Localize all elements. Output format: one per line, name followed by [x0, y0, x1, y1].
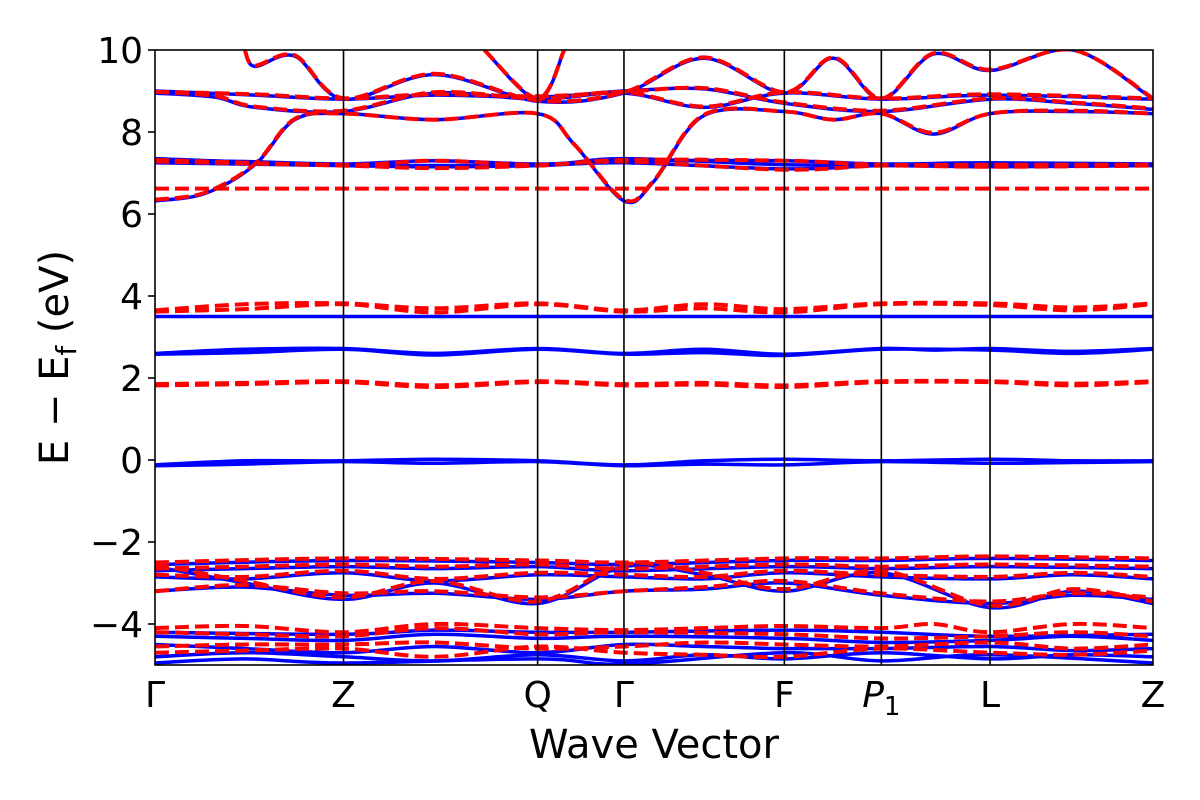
x-tick-label: Z [331, 675, 356, 716]
x-tick-label: P1 [862, 675, 900, 722]
bands-layer [155, 50, 1153, 665]
dashed-band-line [155, 300, 1153, 313]
x-axis-ticks: Γ Z Q Γ F P1 L Z [145, 675, 1165, 722]
dashed-band-line [155, 644, 1153, 660]
dashed-band-line [155, 561, 1153, 608]
dashed-band-line [155, 301, 1153, 315]
y-tick-label: 2 [120, 359, 143, 400]
solid-band-line [155, 459, 1153, 468]
dashed-band-line [155, 379, 1153, 390]
y-tick-label: 4 [120, 277, 143, 318]
solid-band-line [155, 650, 1153, 665]
y-tick-label: 0 [120, 441, 143, 482]
y-axis-label-unit: (eV) [32, 250, 78, 346]
y-axis-label: E − Ef (eV) [32, 250, 83, 465]
y-tick-label: 6 [120, 195, 143, 236]
dashed-band-line [155, 640, 1153, 651]
x-tick-label: L [980, 675, 1000, 716]
x-tick-label: Q [523, 675, 551, 716]
dashed-band-line [155, 89, 1153, 114]
k-point-lines [342, 50, 991, 665]
plot-frame [154, 49, 1154, 666]
x-tick-label: Γ [614, 675, 634, 716]
x-tick-label: F [774, 675, 795, 716]
y-tick-label: −4 [90, 605, 143, 646]
x-axis-label: Wave Vector [529, 722, 780, 768]
dashed-band-line [155, 578, 1153, 604]
x-tick-label: Γ [145, 675, 165, 716]
dashed-band-line [155, 568, 1153, 581]
y-tick-label: 10 [97, 31, 143, 72]
solid-band-line [155, 650, 1153, 663]
solid-band-line [155, 571, 1153, 583]
dashed-band-line [242, 50, 1153, 104]
dashed-band-line [155, 562, 1153, 571]
y-tick-label: 8 [120, 113, 143, 154]
y-axis-label-main: E − E [32, 356, 78, 466]
y-tick-label: −2 [90, 523, 143, 564]
dashed-band-line [155, 106, 1153, 204]
dashed-band-line [155, 85, 1153, 113]
y-axis-ticks: 10 8 6 4 2 0 −2 −4 [90, 31, 155, 646]
y-axis-label-subscript: f [50, 345, 83, 356]
x-tick-label: Z [1141, 675, 1166, 716]
solid-band-line [155, 347, 1153, 358]
